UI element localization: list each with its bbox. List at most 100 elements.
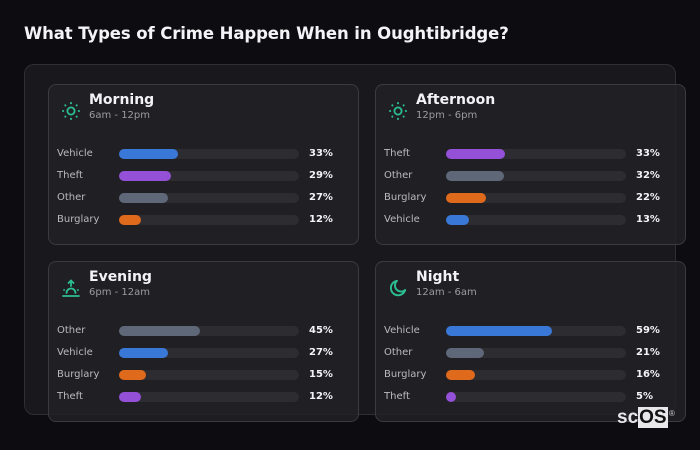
bar-track (446, 149, 626, 159)
bar-fill (119, 348, 168, 358)
bar-track (446, 171, 626, 181)
bar-row: Theft 12% (49, 390, 358, 412)
bar-row: Theft 5% (376, 390, 685, 412)
bar-fill (119, 193, 168, 203)
bar-row: Vehicle 27% (49, 346, 358, 368)
bar-label: Other (57, 192, 86, 203)
bar-value: 45% (309, 325, 333, 336)
bar-list: Theft 33% Other 32% Burglary 22% Vehicle 13% (376, 147, 685, 235)
bar-row: Other 21% (376, 346, 685, 368)
scos-logo: scOS ® (617, 407, 675, 428)
bar-track (119, 326, 299, 336)
bar-label: Burglary (384, 192, 427, 203)
bar-list: Vehicle 33% Theft 29% Other 27% Burglary 12% (49, 147, 358, 235)
bar-row: Burglary 15% (49, 368, 358, 390)
page-title: What Types of Crime Happen When in Ought… (24, 24, 509, 43)
bar-track (446, 326, 626, 336)
bar-value: 27% (309, 192, 333, 203)
bar-list: Vehicle 59% Other 21% Burglary 16% Theft 5% (376, 324, 685, 412)
bar-label: Theft (57, 391, 83, 402)
bar-fill (446, 370, 475, 380)
sun-icon (388, 101, 408, 121)
bar-row: Theft 33% (376, 147, 685, 169)
bar-label: Theft (384, 391, 410, 402)
card-night: Night 12am - 6am Vehicle 59% Other 21% Burgl… (375, 261, 686, 422)
bar-value: 32% (636, 170, 660, 181)
bar-fill (119, 215, 141, 225)
bar-track (119, 392, 299, 402)
bar-row: Theft 29% (49, 169, 358, 191)
card-morning: Morning 6am - 12pm Vehicle 33% Theft 29% Oth… (48, 84, 359, 245)
bar-label: Other (57, 325, 86, 336)
bar-track (119, 348, 299, 358)
card-afternoon: Afternoon 12pm - 6pm Theft 33% Other 32% Bur… (375, 84, 686, 245)
bar-row: Burglary 22% (376, 191, 685, 213)
bar-value: 16% (636, 369, 660, 380)
bar-fill (119, 370, 146, 380)
card-subtitle: 6pm - 12am (89, 287, 151, 298)
bar-fill (119, 149, 179, 159)
card-subtitle: 12pm - 6pm (416, 110, 478, 121)
bar-track (119, 370, 299, 380)
bar-fill (446, 215, 470, 225)
bar-value: 29% (309, 170, 333, 181)
card-title: Evening (89, 269, 152, 285)
card-title: Afternoon (416, 92, 496, 108)
bar-label: Burglary (57, 369, 100, 380)
bar-label: Theft (57, 170, 83, 181)
sun-icon (61, 101, 81, 121)
bar-value: 12% (309, 391, 333, 402)
card-title: Night (416, 269, 460, 285)
moon-icon (388, 278, 408, 298)
bar-value: 59% (636, 325, 660, 336)
bar-label: Vehicle (384, 214, 420, 225)
bar-fill (446, 149, 506, 159)
bar-value: 15% (309, 369, 333, 380)
bar-row: Other 45% (49, 324, 358, 346)
card-title: Morning (89, 92, 155, 108)
bar-value: 33% (309, 148, 333, 159)
bar-value: 27% (309, 347, 333, 358)
registered-mark: ® (669, 409, 675, 418)
bar-label: Other (384, 170, 413, 181)
card-evening: Evening 6pm - 12am Other 45% Vehicle 27% Bur… (48, 261, 359, 422)
bar-row: Other 27% (49, 191, 358, 213)
bar-value: 22% (636, 192, 660, 203)
bar-track (446, 193, 626, 203)
bar-list: Other 45% Vehicle 27% Burglary 15% Theft 12% (49, 324, 358, 412)
card-subtitle: 12am - 6am (416, 287, 477, 298)
bar-fill (446, 392, 456, 402)
logo-text: sc (617, 407, 639, 428)
bar-track (446, 348, 626, 358)
sunset-icon (61, 278, 81, 298)
bar-value: 33% (636, 148, 660, 159)
bar-row: Other 32% (376, 169, 685, 191)
bar-fill (119, 326, 200, 336)
bar-fill (446, 326, 553, 336)
bar-value: 21% (636, 347, 660, 358)
bar-fill (446, 193, 486, 203)
bar-row: Vehicle 33% (49, 147, 358, 169)
bar-track (119, 149, 299, 159)
bar-fill (446, 171, 504, 181)
card-subtitle: 6am - 12pm (89, 110, 151, 121)
bar-row: Vehicle 59% (376, 324, 685, 346)
bar-fill (119, 171, 172, 181)
bar-track (446, 215, 626, 225)
bar-label: Burglary (57, 214, 100, 225)
bar-fill (446, 348, 484, 358)
bar-label: Theft (384, 148, 410, 159)
bar-value: 12% (309, 214, 333, 225)
bar-value: 13% (636, 214, 660, 225)
bar-label: Burglary (384, 369, 427, 380)
bar-label: Vehicle (384, 325, 420, 336)
bar-label: Vehicle (57, 347, 93, 358)
bar-label: Other (384, 347, 413, 358)
bar-row: Burglary 12% (49, 213, 358, 235)
bar-track (119, 215, 299, 225)
bar-row: Burglary 16% (376, 368, 685, 390)
bar-track (446, 370, 626, 380)
bar-label: Vehicle (57, 148, 93, 159)
bar-track (119, 193, 299, 203)
bar-row: Vehicle 13% (376, 213, 685, 235)
